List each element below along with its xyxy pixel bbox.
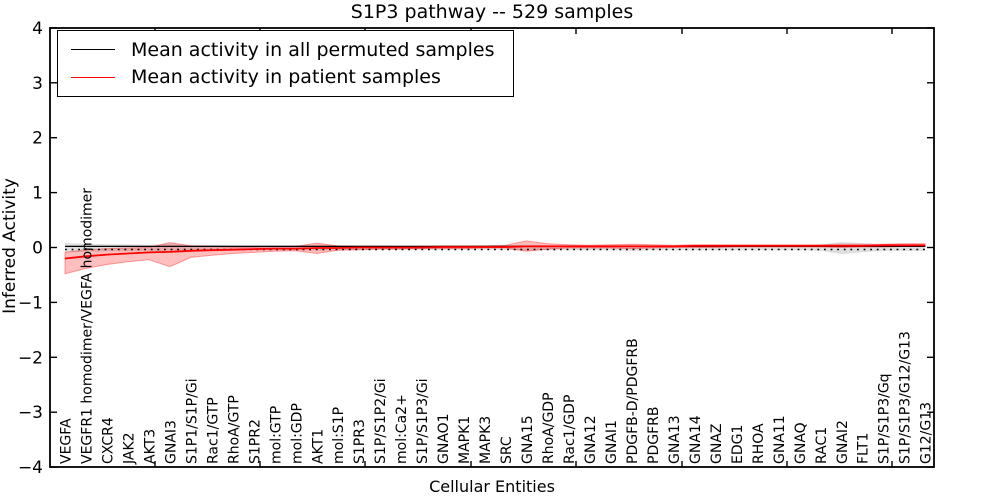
patient-mean-line: [64, 244, 926, 260]
x-tick-label: S1P/S1P3/Gi: [415, 378, 431, 464]
x-tick-label: PDGFB-D/PDGFRB: [625, 338, 641, 464]
x-tick-label: AKT1: [310, 429, 326, 464]
x-tick-label: mol:Ca2+: [394, 394, 410, 464]
y-tick-label: 3: [32, 74, 43, 94]
x-tick-label: GNA11: [772, 415, 788, 464]
x-tick-label: GNAI3: [163, 420, 179, 464]
x-tick-label: S1P/S1P2/Gi: [373, 378, 389, 464]
x-tick-label: mol:GTP: [268, 406, 284, 464]
x-tick-label: CXCR4: [101, 417, 117, 464]
x-axis-label: Cellular Entities: [429, 477, 555, 496]
x-tick-label: RhoA/GDP: [541, 392, 557, 464]
x-tick-label: JAK2: [121, 432, 137, 465]
x-tick-label: GNA14: [688, 415, 704, 464]
y-tick-label: 1: [32, 184, 43, 204]
y-tick-label: −3: [18, 403, 43, 423]
x-tick-label: GNA13: [667, 415, 683, 464]
x-tick-label: S1PR3: [352, 419, 368, 464]
chart-title: S1P3 pathway -- 529 samples: [350, 1, 634, 23]
x-tick-label: SRC: [499, 436, 515, 464]
x-tick-label: FLT1: [856, 433, 872, 464]
x-tick-label: mol:S1P: [331, 407, 347, 464]
x-tick-label: EDG1: [730, 425, 746, 464]
x-tick-label: PDGFRB: [646, 407, 662, 464]
legend-label-permuted: Mean activity in all permuted samples: [131, 38, 495, 61]
y-tick-label: −2: [18, 348, 43, 368]
x-tick-label: GNAO1: [436, 413, 452, 464]
x-tick-label: RhoA/GTP: [226, 395, 242, 464]
legend: Mean activity in all permuted samples Me…: [57, 30, 514, 97]
x-tick-label: GNAZ: [709, 424, 725, 465]
y-tick-label: 2: [32, 129, 43, 149]
x-tick-label: RAC1: [814, 427, 830, 464]
legend-label-patient: Mean activity in patient samples: [131, 66, 441, 89]
x-tick-label: MAPK1: [457, 416, 473, 464]
x-tick-label: VEGFA: [59, 418, 75, 464]
y-tick-label: 4: [32, 19, 43, 39]
x-tick-label: S1P/S1P3/G12/G13: [898, 331, 914, 464]
x-tick-label: mol:GDP: [289, 403, 305, 464]
x-tick-label: AKT3: [142, 429, 158, 464]
y-tick-label: −4: [18, 458, 43, 478]
x-tick-label: G12/G13: [919, 402, 935, 464]
legend-item-permuted: Mean activity in all permuted samples: [58, 39, 513, 61]
x-tick-label: S1PR2: [247, 419, 263, 464]
x-tick-label: GNAQ: [793, 422, 809, 464]
y-tick-label: 0: [32, 239, 43, 259]
x-tick-label: Rac1/GTP: [205, 397, 221, 464]
x-tick-label: VEGFR1 homodimer/VEGFA homodimer: [80, 188, 96, 464]
legend-item-patient: Mean activity in patient samples: [58, 66, 513, 88]
x-tick-label: MAPK3: [478, 416, 494, 464]
patient-line-swatch: [71, 76, 115, 78]
x-tick-label: Rac1/GDP: [562, 395, 578, 464]
permuted-line-swatch: [71, 49, 115, 51]
x-tick-label: S1P/S1P3/Gq: [877, 373, 893, 464]
permuted-confidence-band: [65, 242, 926, 255]
x-tick-label: RHOA: [751, 423, 767, 464]
y-tick-label: −1: [18, 293, 43, 313]
x-tick-label: GNAI1: [604, 420, 620, 464]
x-tick-label: S1P1/S1P/Gi: [184, 378, 200, 464]
x-tick-label: GNAI2: [835, 420, 851, 464]
x-tick-label: GNA12: [583, 415, 599, 464]
x-tick-label: GNA15: [520, 415, 536, 464]
